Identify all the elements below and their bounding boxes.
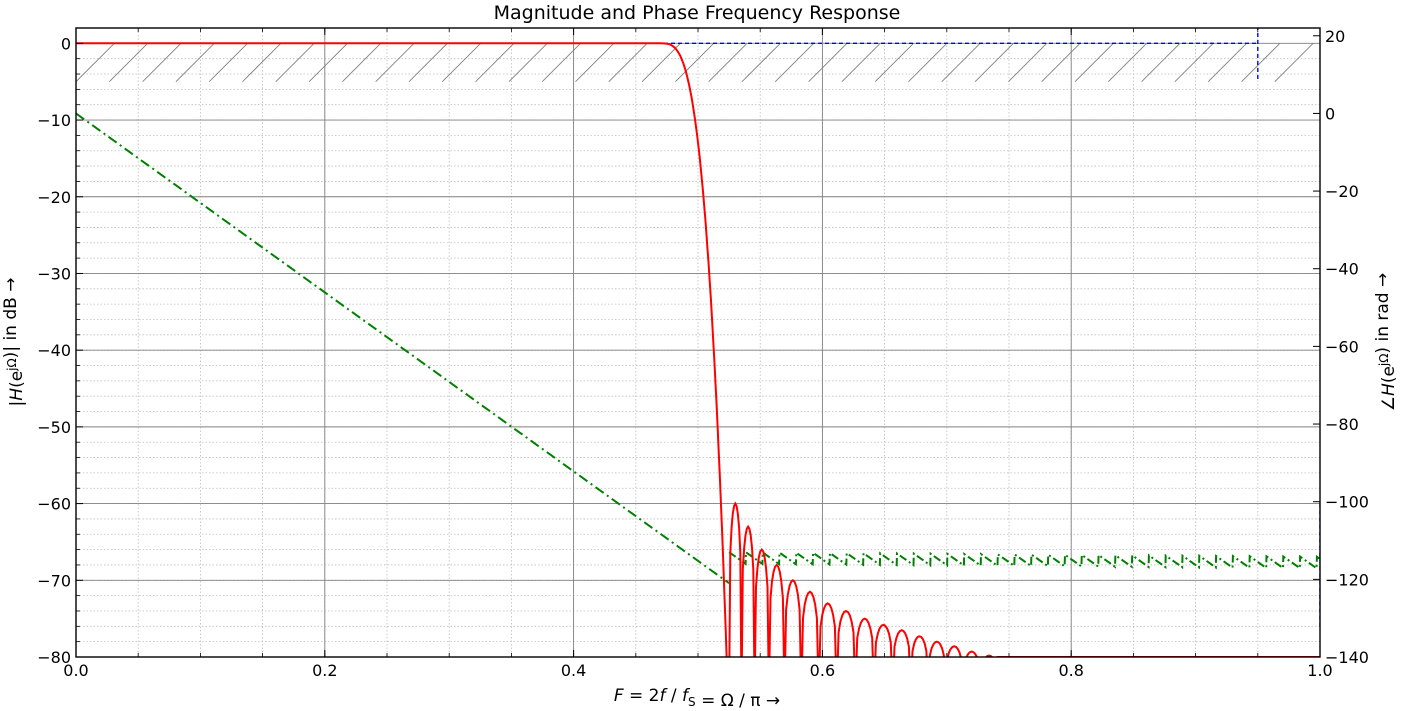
phase-line-linear bbox=[76, 112, 730, 585]
magnitude-line bbox=[76, 42, 1320, 657]
y-axis-left-label: |H(ejΩ)| in dB → bbox=[1, 278, 27, 407]
hatch-line bbox=[108, 43, 148, 83]
y-right-tick-label: −60 bbox=[1325, 337, 1359, 356]
y-left-tick-label: −30 bbox=[37, 264, 71, 283]
label-part: H bbox=[7, 388, 27, 401]
label-part: F bbox=[614, 686, 624, 706]
hatch-line bbox=[808, 43, 848, 83]
tick-labels: 0.0 0.2 0.4 0.6 0.8 1.0 0 −10 −20 −30 −40 −50 −60 −70… bbox=[37, 27, 1369, 680]
hatch-line bbox=[941, 43, 981, 83]
y-right-tick-label: 0 bbox=[1325, 104, 1335, 123]
plot-background bbox=[76, 28, 1320, 657]
y-left-tick-label: −70 bbox=[37, 571, 71, 590]
hatch-line bbox=[242, 43, 282, 83]
hatch-line bbox=[76, 43, 115, 83]
label-part: (e bbox=[1379, 366, 1399, 383]
series-layer bbox=[76, 28, 1320, 657]
label-part: (e bbox=[7, 371, 27, 388]
y-left-tick-label: −60 bbox=[37, 495, 71, 514]
hatch-line bbox=[508, 43, 548, 83]
hatch-line bbox=[774, 43, 814, 83]
y-right-tick-label: −120 bbox=[1325, 570, 1369, 589]
hatch-line bbox=[375, 43, 415, 83]
hatch-line bbox=[308, 43, 348, 83]
hatch-line bbox=[641, 43, 681, 83]
hatch-line bbox=[1207, 43, 1247, 83]
phase-line-sawtooth bbox=[728, 550, 1320, 571]
axis-ticks bbox=[75, 28, 1321, 658]
hatch-line bbox=[575, 43, 615, 83]
hatch-line bbox=[1174, 43, 1214, 83]
y-right-tick-label: 20 bbox=[1325, 27, 1345, 46]
y-left-tick-label: −50 bbox=[37, 418, 71, 437]
label-part: = Ω / π → bbox=[696, 691, 780, 711]
label-part: jΩ bbox=[1377, 354, 1391, 368]
label-part: | bbox=[7, 401, 27, 407]
hatch-line bbox=[608, 43, 648, 83]
x-tick-label: 1.0 bbox=[1307, 661, 1332, 680]
hatch-line bbox=[475, 43, 515, 83]
chart-title: Magnitude and Phase Frequency Response bbox=[494, 2, 901, 24]
hatch-line bbox=[1107, 43, 1147, 83]
label-part: S bbox=[688, 695, 696, 709]
hatch-line bbox=[175, 43, 215, 83]
y-right-tick-label: −140 bbox=[1325, 648, 1369, 667]
hatch-line bbox=[408, 43, 448, 83]
hatch-line bbox=[1074, 43, 1114, 83]
hatch-line bbox=[1274, 43, 1314, 83]
y-right-tick-label: −100 bbox=[1325, 493, 1369, 512]
hatch-line bbox=[874, 43, 914, 83]
x-tick-label: 0.8 bbox=[1058, 661, 1083, 680]
y-left-tick-label: −20 bbox=[37, 188, 71, 207]
hatch-line bbox=[342, 43, 382, 83]
tolerance-hatch bbox=[76, 43, 1314, 83]
hatch-line bbox=[908, 43, 948, 83]
y-right-tick-label: −20 bbox=[1325, 182, 1359, 201]
hatch-line bbox=[708, 43, 748, 83]
y-right-tick-label: −80 bbox=[1325, 415, 1359, 434]
y-left-tick-label: −40 bbox=[37, 341, 71, 360]
y-axis-right-label: ∠H(ejΩ) in rad → bbox=[1373, 273, 1399, 411]
x-tick-label: 0.0 bbox=[63, 661, 88, 680]
hatch-line bbox=[974, 43, 1014, 83]
label-part: )| in dB → bbox=[1, 278, 21, 359]
x-tick-label: 0.6 bbox=[810, 661, 835, 680]
hatch-line bbox=[841, 43, 881, 83]
label-part: H bbox=[1379, 383, 1399, 396]
hatch-line bbox=[1141, 43, 1181, 83]
label-part: f bbox=[682, 686, 691, 706]
hatch-line bbox=[741, 43, 781, 83]
label-part: jΩ bbox=[5, 358, 19, 372]
x-tick-label: 0.4 bbox=[561, 661, 586, 680]
y-left-tick-label: 0 bbox=[61, 34, 71, 53]
hatch-line bbox=[675, 43, 715, 83]
y-right-tick-label: −40 bbox=[1325, 260, 1359, 279]
label-part: f bbox=[660, 686, 669, 706]
label-part: ∠ bbox=[1379, 396, 1399, 411]
x-tick-label: 0.2 bbox=[312, 661, 337, 680]
x-axis-label: F = 2f / fS = Ω / π → bbox=[614, 686, 780, 711]
label-part: ) in rad → bbox=[1373, 273, 1393, 354]
label-part: / bbox=[666, 686, 683, 706]
hatch-line bbox=[1008, 43, 1048, 83]
hatch-line bbox=[142, 43, 182, 83]
hatch-line bbox=[441, 43, 481, 83]
hatch-line bbox=[275, 43, 315, 83]
hatch-line bbox=[1041, 43, 1081, 83]
y-left-tick-label: −80 bbox=[37, 648, 71, 667]
y-left-tick-label: −10 bbox=[37, 111, 71, 130]
hatch-line bbox=[1241, 43, 1281, 83]
label-part: = 2 bbox=[624, 686, 660, 706]
hatch-line bbox=[208, 43, 248, 83]
hatch-line bbox=[541, 43, 581, 83]
